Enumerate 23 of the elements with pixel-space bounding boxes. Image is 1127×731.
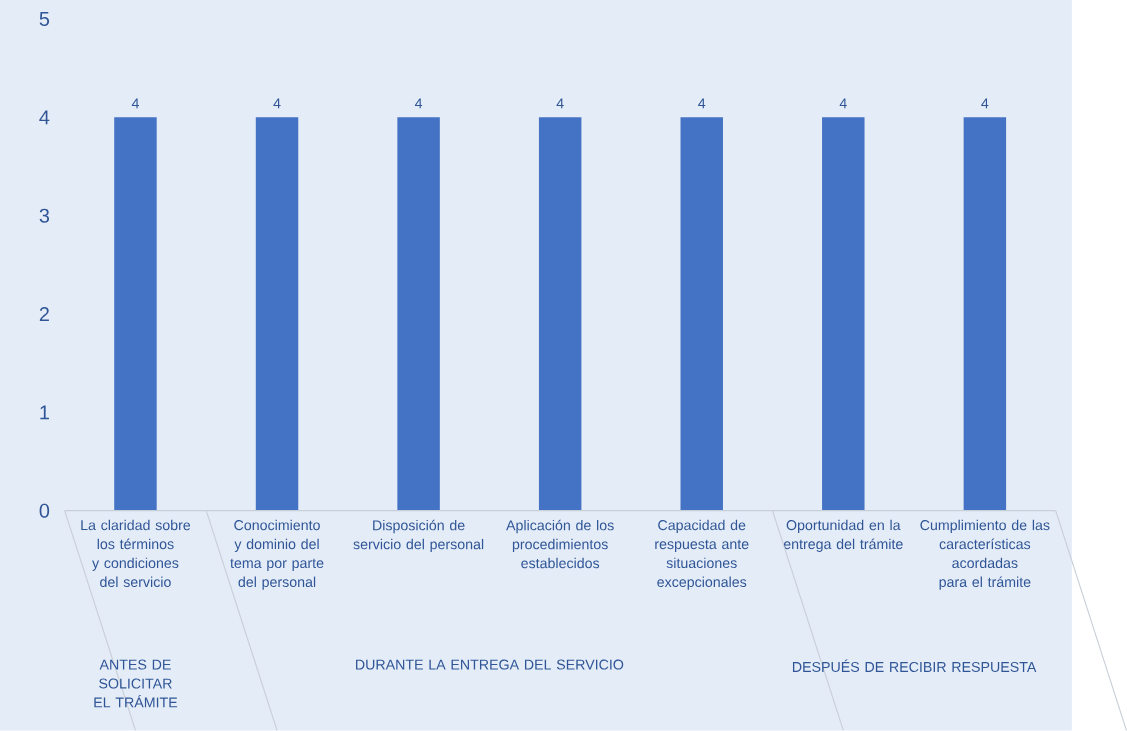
x-tick-label: Cumplimiento de las características acordadas para el trámite	[920, 519, 1050, 590]
text: DESPUÉS DE RECIBIR RESPUESTA	[792, 659, 1037, 673]
data-label: 4	[698, 98, 706, 109]
data-label: 4	[981, 98, 989, 109]
x-tick-label: Conocimiento y dominio del tema por parte del personal	[230, 519, 324, 590]
y-tick-label: 3	[39, 208, 50, 223]
x-tick-label: Oportunidad en la entrega del trámite	[783, 519, 903, 552]
x-tick-label: Capacidad de respuesta ante situaciones excepcionales	[655, 519, 749, 590]
y-tick-label: 2	[39, 307, 49, 321]
y-tick-label: 0	[39, 503, 50, 518]
text: DURANTE LA ENTREGA DEL SERVICIO	[356, 659, 624, 670]
data-label: 4	[839, 98, 847, 109]
y-tick-label: 1	[40, 405, 49, 420]
data-label: 4	[556, 98, 564, 109]
x-tick-label: Aplicación de los procedimientos establecidos	[506, 519, 614, 569]
y-tick-label: 5	[39, 12, 50, 26]
y-tick-label: 4	[39, 110, 50, 125]
data-label: 4	[273, 98, 281, 109]
x-tick-label: Disposición de servicio del personal	[353, 519, 484, 553]
x-tick-label: La claridad sobre los términos y condiciones del servicio	[81, 519, 191, 588]
data-label: 4	[131, 98, 139, 109]
data-label: 4	[414, 98, 423, 109]
text: ANTES DE SOLICITAR EL TRÁMITE	[94, 659, 178, 708]
